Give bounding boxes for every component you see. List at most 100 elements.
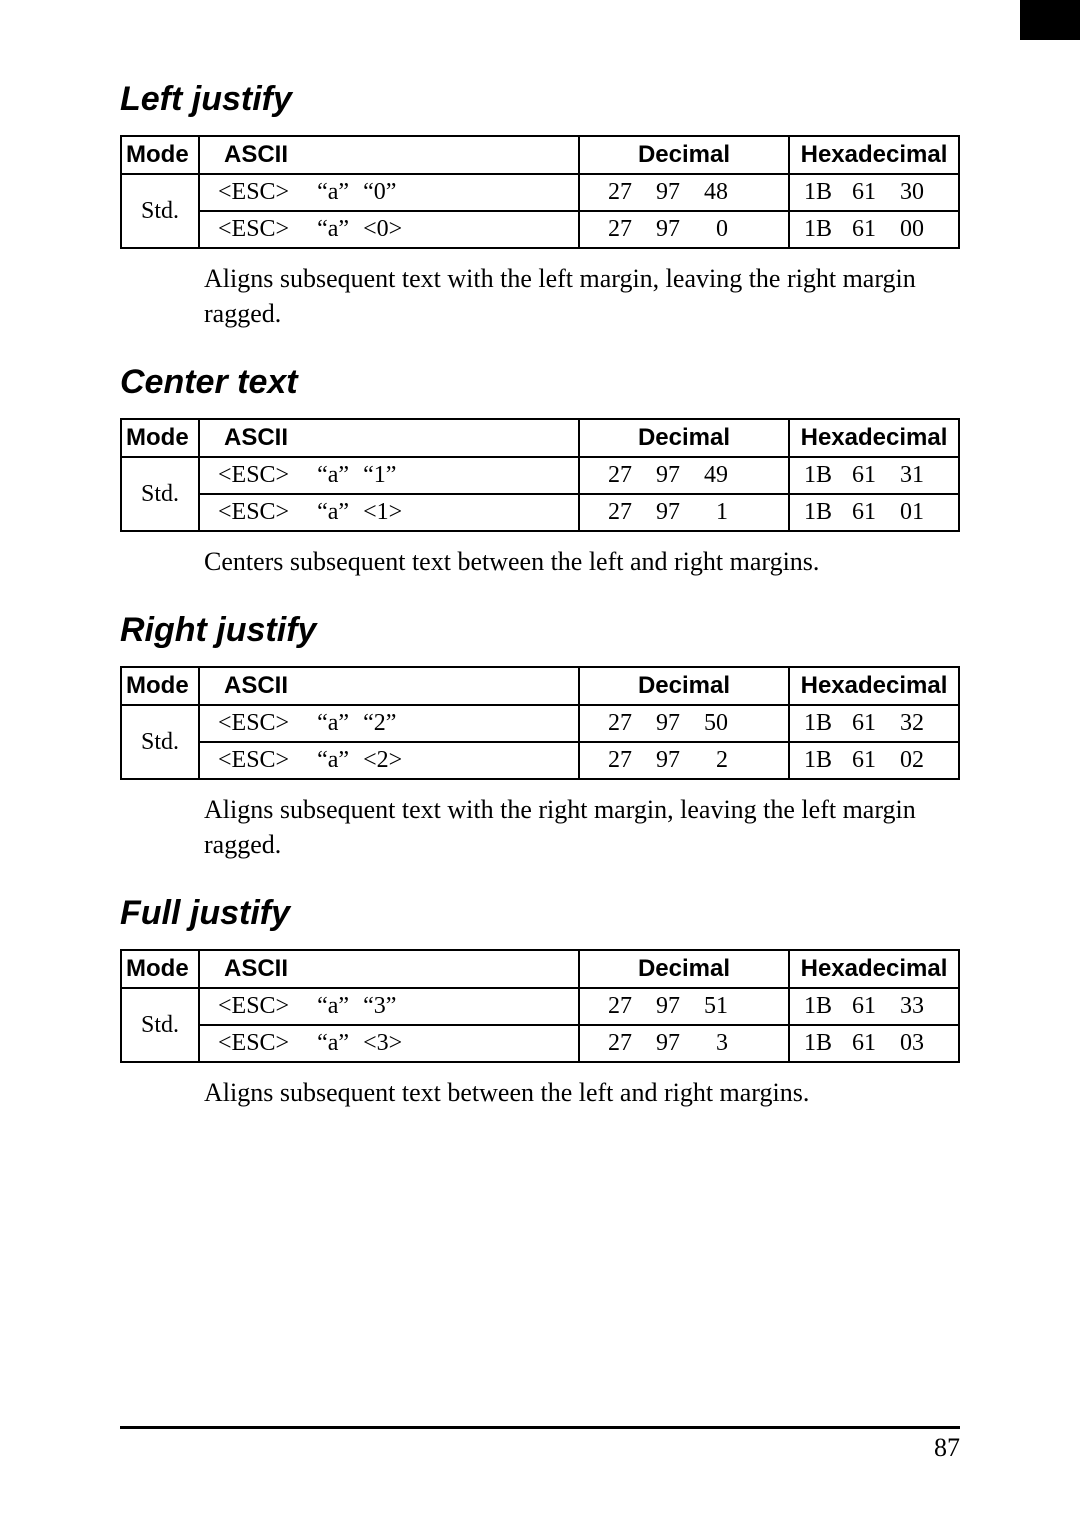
table-row: <ESC>“a”<1>279711B6101: [121, 494, 959, 531]
hex-token: 1B: [804, 462, 838, 489]
ascii-cell: <ESC>“a”“2”: [199, 705, 579, 742]
table-row: <ESC>“a”<2>279721B6102: [121, 742, 959, 779]
decimal-cell: 279748: [579, 174, 789, 211]
hex-token: 03: [900, 1030, 934, 1057]
ascii-token: “a”: [317, 710, 349, 737]
sections-container: Left justifyModeASCIIDecimalHexadecimalS…: [120, 80, 960, 1111]
section-title: Full justify: [120, 894, 960, 933]
section-description: Aligns subsequent text between the left …: [120, 1075, 960, 1110]
column-header-hex: Hexadecimal: [789, 950, 959, 988]
decimal-token: 97: [646, 1030, 680, 1057]
hex-token: 61: [852, 710, 886, 737]
ascii-token: “a”: [317, 993, 349, 1020]
hex-token: 1B: [804, 216, 838, 243]
decimal-cell: 27 97 2: [579, 742, 789, 779]
column-header-decimal: Decimal: [579, 419, 789, 457]
decimal-token: 97: [646, 179, 680, 206]
column-header-hex: Hexadecimal: [789, 136, 959, 174]
decimal-token: 2: [694, 747, 728, 774]
hex-cell: 1B6130: [789, 174, 959, 211]
hex-token: 1B: [804, 499, 838, 526]
hex-token: 61: [852, 993, 886, 1020]
table-row: <ESC>“a”<3>279731B6103: [121, 1025, 959, 1062]
mode-cell: Std.: [121, 705, 199, 779]
ascii-token: <ESC>: [218, 179, 289, 206]
hex-cell: 1B6101: [789, 494, 959, 531]
ascii-token: “a”: [317, 179, 349, 206]
decimal-cell: 279749: [579, 457, 789, 494]
decimal-token: 27: [598, 216, 632, 243]
ascii-token: <ESC>: [218, 499, 289, 526]
decimal-token: 97: [646, 216, 680, 243]
command-table: ModeASCIIDecimalHexadecimalStd.<ESC>“a”“…: [120, 949, 960, 1063]
decimal-token: 97: [646, 747, 680, 774]
hex-token: 61: [852, 462, 886, 489]
decimal-cell: 27 97 50: [579, 705, 789, 742]
column-header-hex: Hexadecimal: [789, 667, 959, 705]
column-header-ascii: ASCII: [199, 136, 579, 174]
decimal-token: 97: [646, 710, 680, 737]
decimal-token: 97: [646, 499, 680, 526]
hex-cell: 1B6102: [789, 742, 959, 779]
decimal-token: 27: [598, 993, 632, 1020]
ascii-token: “3”: [363, 993, 396, 1020]
decimal-token: 97: [646, 993, 680, 1020]
decimal-token: 27: [598, 710, 632, 737]
ascii-token: <2>: [363, 747, 402, 774]
column-header-mode: Mode: [121, 136, 199, 174]
section-description: Aligns subsequent text with the right ma…: [120, 792, 960, 862]
hex-token: 31: [900, 462, 934, 489]
hex-cell: 1B 61 31: [789, 457, 959, 494]
column-header-mode: Mode: [121, 419, 199, 457]
mode-cell: Std.: [121, 457, 199, 531]
column-header-mode: Mode: [121, 667, 199, 705]
decimal-token: 50: [694, 710, 728, 737]
ascii-cell: <ESC> “a” <3>: [199, 1025, 579, 1062]
table-row: Std.<ESC>“a”“0”2797481B6130: [121, 174, 959, 211]
hex-token: 00: [900, 216, 934, 243]
corner-block: [1020, 0, 1080, 40]
command-table: ModeASCIIDecimalHexadecimalStd.<ESC>“a”“…: [120, 418, 960, 532]
page-footer: 87: [120, 1426, 960, 1463]
decimal-token: 27: [598, 499, 632, 526]
ascii-token: “0”: [363, 179, 396, 206]
section-description: Centers subsequent text between the left…: [120, 544, 960, 579]
hex-token: 30: [900, 179, 934, 206]
ascii-token: <ESC>: [218, 1030, 289, 1057]
command-table: ModeASCIIDecimalHexadecimalStd.<ESC>“a”“…: [120, 135, 960, 249]
section: Right justifyModeASCIIDecimalHexadecimal…: [120, 611, 960, 862]
column-header-decimal: Decimal: [579, 950, 789, 988]
section-title: Right justify: [120, 611, 960, 650]
ascii-cell: <ESC> “a” “0”: [199, 174, 579, 211]
decimal-cell: 27 97 51: [579, 988, 789, 1025]
hex-token: 1B: [804, 1030, 838, 1057]
decimal-token: 27: [598, 747, 632, 774]
section-description: Aligns subsequent text with the left mar…: [120, 261, 960, 331]
hex-token: 01: [900, 499, 934, 526]
decimal-cell: 27973: [579, 1025, 789, 1062]
decimal-token: 51: [694, 993, 728, 1020]
ascii-token: “a”: [317, 216, 349, 243]
ascii-token: “a”: [317, 747, 349, 774]
ascii-cell: <ESC>“a”“1”: [199, 457, 579, 494]
column-header-hex: Hexadecimal: [789, 419, 959, 457]
decimal-token: 48: [694, 179, 728, 206]
hex-token: 61: [852, 216, 886, 243]
section-title: Center text: [120, 363, 960, 402]
table-row: <ESC>“a”<0>279701B6100: [121, 211, 959, 248]
mode-cell: Std.: [121, 174, 199, 248]
hex-token: 61: [852, 747, 886, 774]
ascii-token: <3>: [363, 1030, 402, 1057]
column-header-mode: Mode: [121, 950, 199, 988]
table-row: Std.<ESC>“a”“3”2797511B6133: [121, 988, 959, 1025]
ascii-token: <1>: [363, 499, 402, 526]
command-table: ModeASCIIDecimalHexadecimalStd.<ESC>“a”“…: [120, 666, 960, 780]
ascii-token: “a”: [317, 1030, 349, 1057]
footer-rule: [120, 1426, 960, 1429]
ascii-cell: <ESC>“a”<2>: [199, 742, 579, 779]
hex-token: 33: [900, 993, 934, 1020]
hex-token: 61: [852, 179, 886, 206]
column-header-ascii: ASCII: [199, 667, 579, 705]
decimal-token: 97: [646, 462, 680, 489]
ascii-token: “a”: [317, 462, 349, 489]
